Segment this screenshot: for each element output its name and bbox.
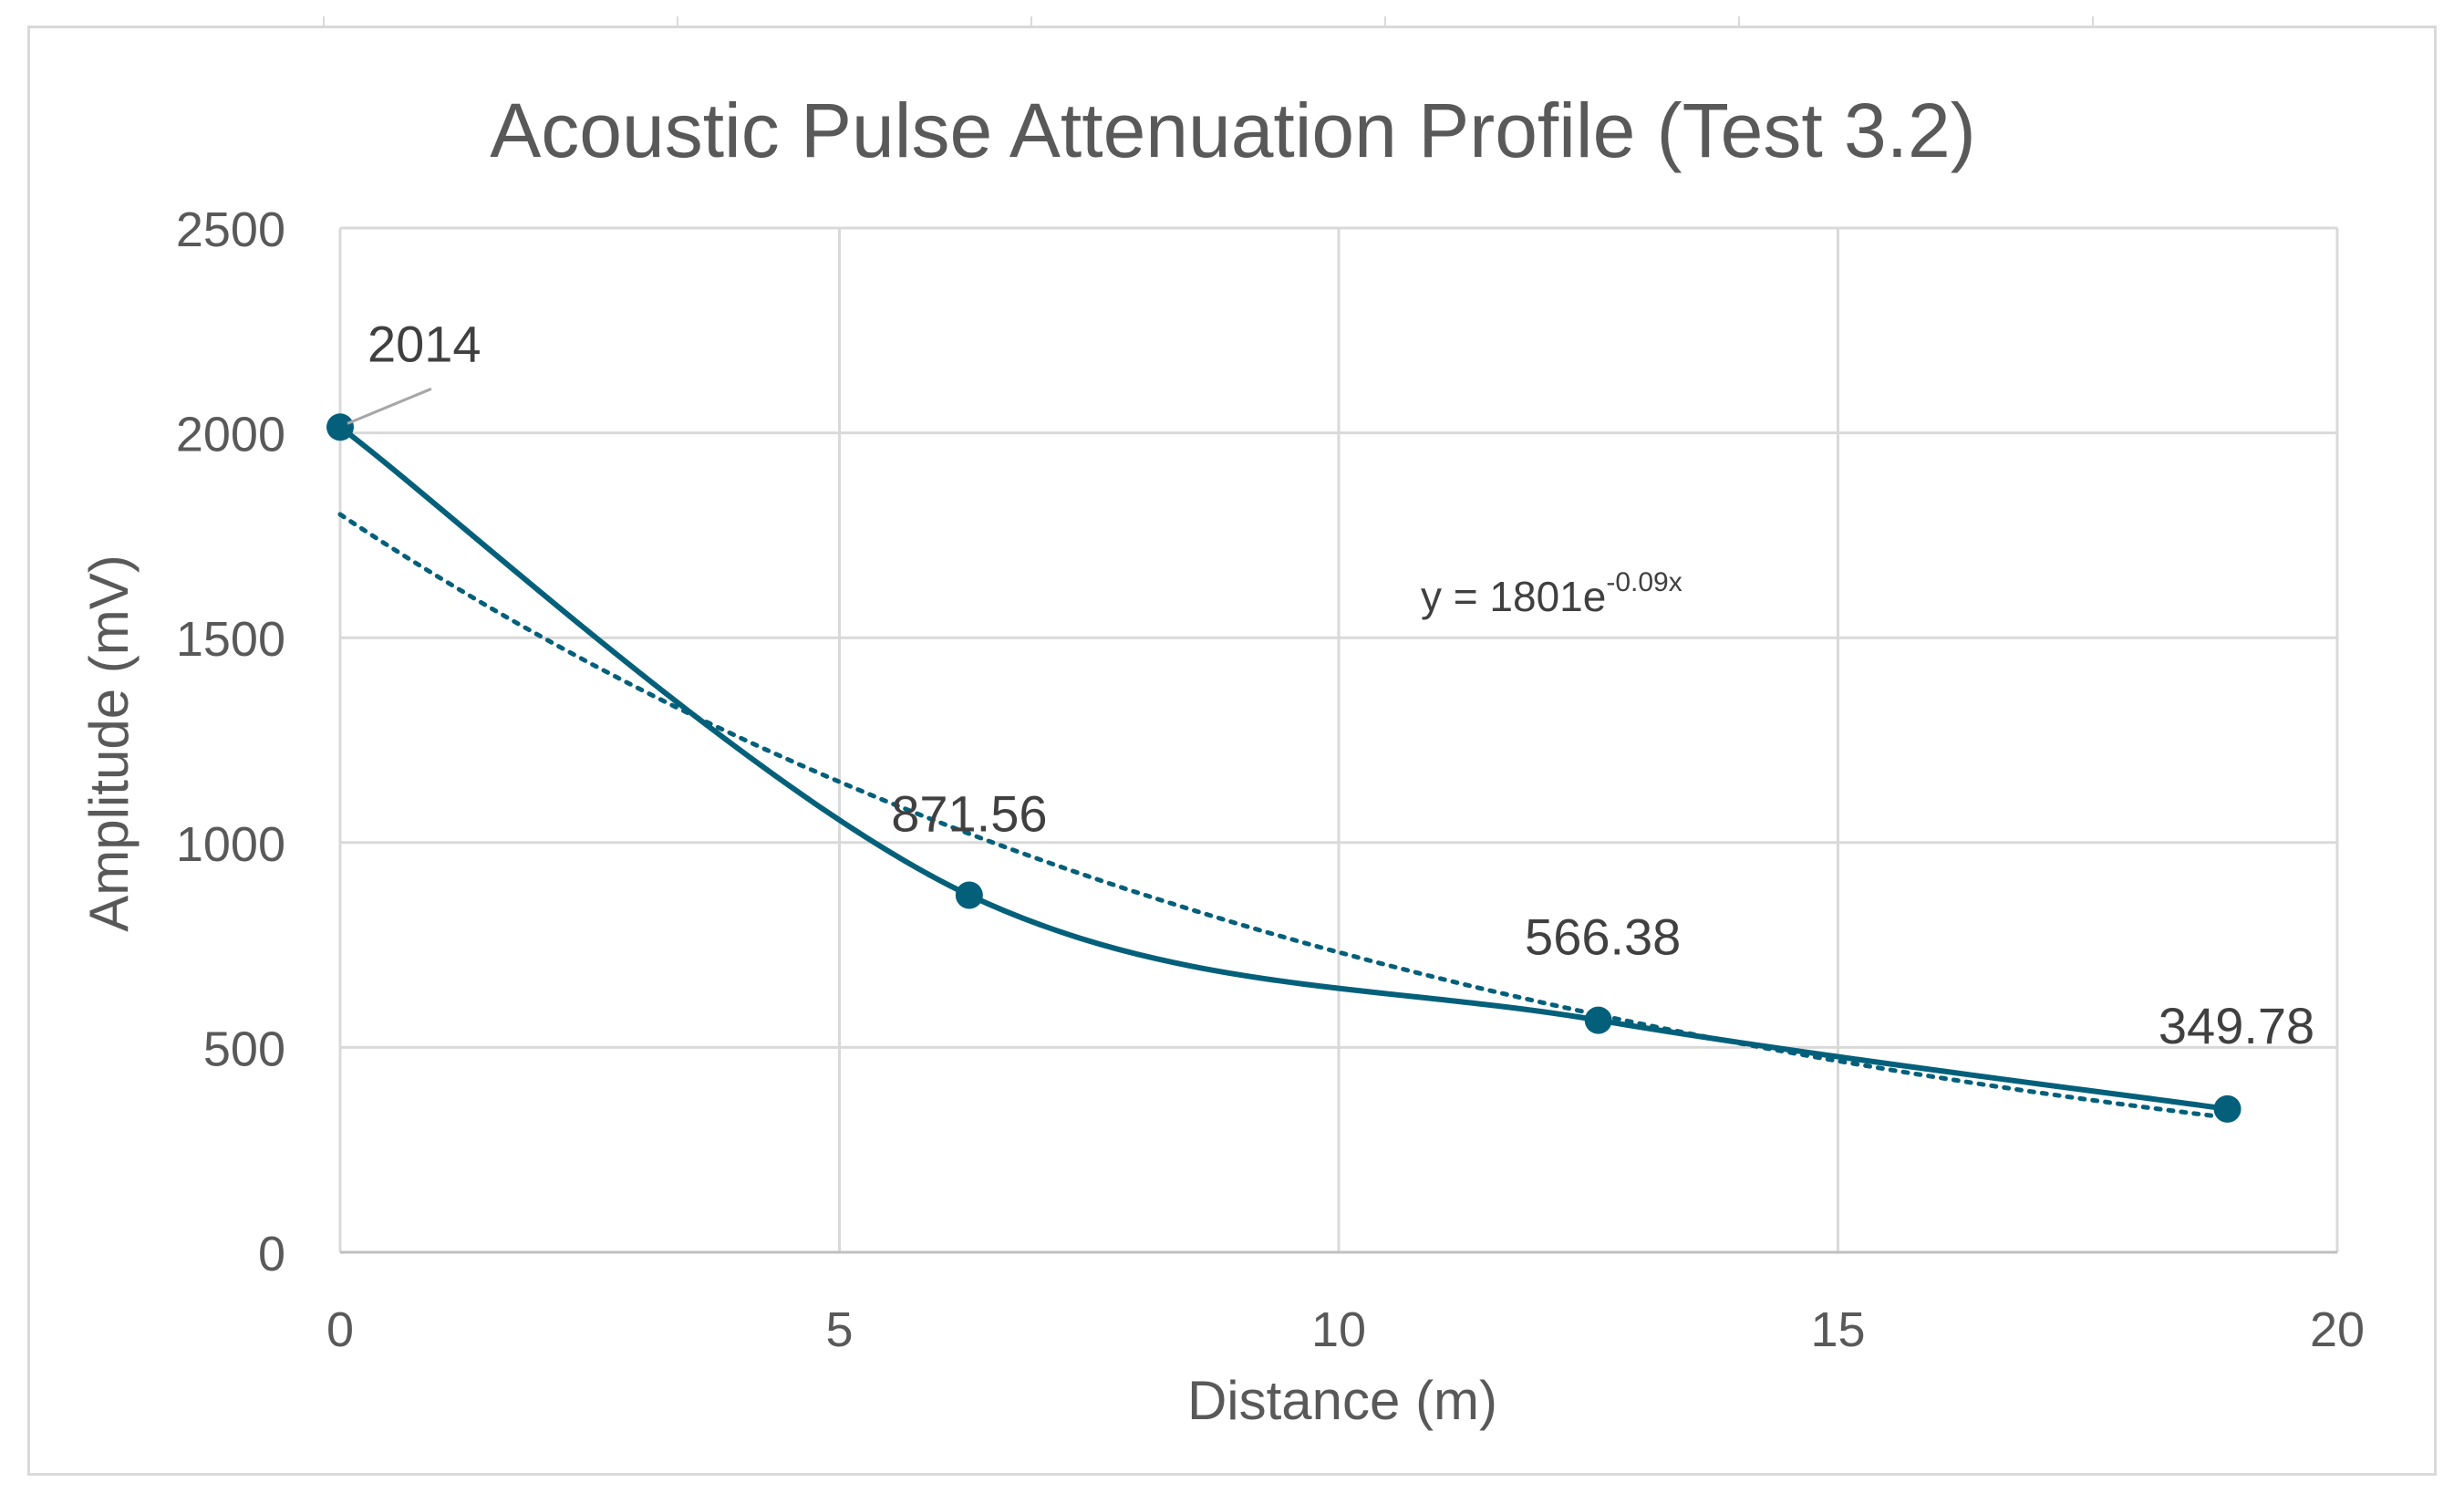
data-point-marker — [2213, 1094, 2241, 1123]
x-tick-label: 0 — [326, 1302, 354, 1357]
x-axis-title: Distance (m) — [1187, 1370, 1497, 1431]
x-tick-label: 15 — [1810, 1302, 1865, 1357]
x-tick-label: 10 — [1311, 1302, 1366, 1357]
tick-labels: 0 500 1000 1500 2000 2500 0 5 10 15 20 — [176, 202, 2365, 1357]
trendline-path — [337, 512, 2230, 1120]
data-labels: 2014 871.56 566.38 349.78 — [347, 315, 2314, 1054]
data-label: 871.56 — [891, 784, 1047, 842]
data-point-marker — [955, 881, 983, 909]
trendline-equation-base: y = 1801e — [1421, 573, 1606, 620]
x-tick-label: 5 — [825, 1302, 853, 1357]
y-tick-label: 500 — [203, 1022, 285, 1076]
series-line — [338, 424, 2228, 1112]
y-axis-title: Amplitude (mV) — [78, 555, 140, 931]
y-tick-label: 2500 — [176, 202, 285, 257]
chart-area — [27, 26, 2437, 1476]
y-tick-label: 0 — [258, 1227, 285, 1281]
y-tick-label: 1500 — [176, 612, 285, 667]
data-label: 349.78 — [2159, 997, 2314, 1054]
data-point-marker — [1584, 1006, 1612, 1034]
data-label: 2014 — [368, 315, 481, 372]
data-point-marker — [326, 413, 354, 441]
trendline-equation: y = 1801e-0.09x — [1421, 567, 1682, 620]
trendline — [337, 512, 2230, 1120]
data-label-leader-line — [347, 387, 432, 425]
top-tick-marks — [323, 16, 2094, 26]
y-tick-label: 1000 — [176, 817, 285, 872]
trendline-equation-exponent: -0.09x — [1606, 567, 1682, 597]
y-tick-label: 2000 — [176, 408, 285, 462]
chart-title: Acoustic Pulse Attenuation Profile (Test… — [490, 88, 1976, 173]
x-tick-label: 20 — [2310, 1302, 2365, 1357]
data-label: 566.38 — [1525, 908, 1681, 966]
series — [326, 413, 2241, 1123]
gridlines — [338, 226, 2339, 1252]
